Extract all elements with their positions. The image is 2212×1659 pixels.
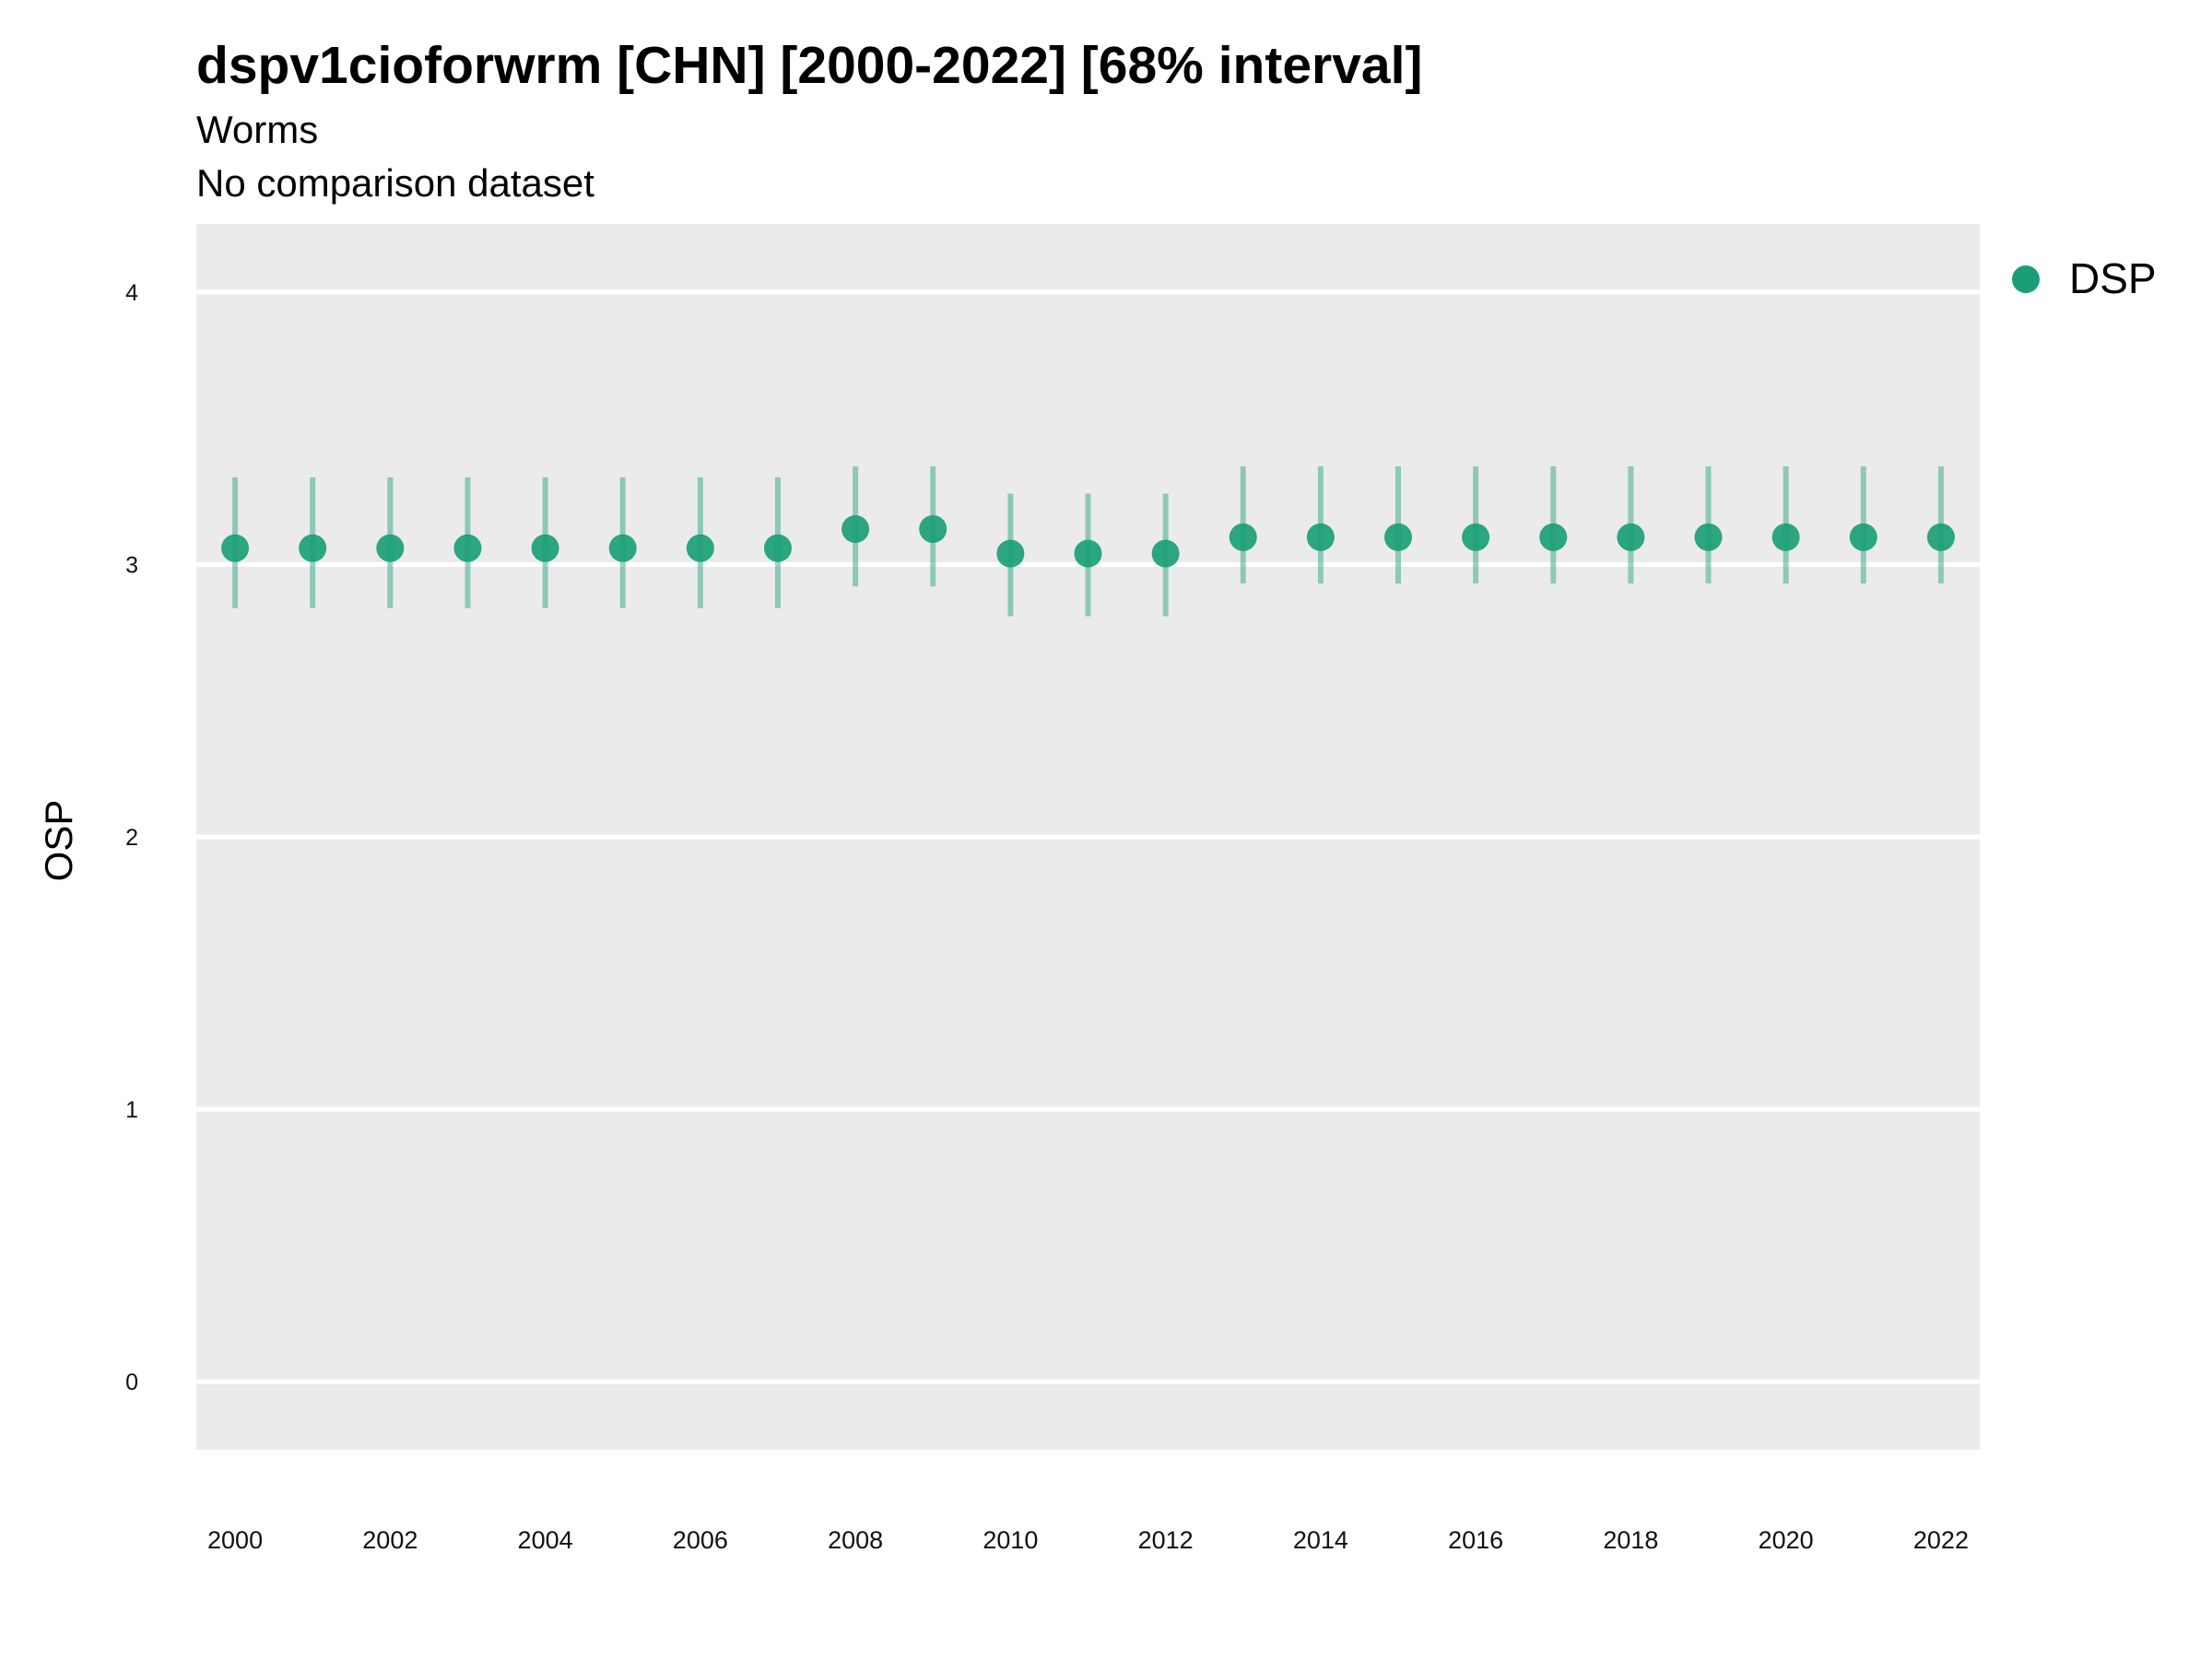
y-tick-label: 4 bbox=[125, 280, 138, 306]
x-tick-label: 2018 bbox=[1603, 1526, 1658, 1554]
data-point bbox=[919, 515, 947, 544]
y-axis-ticks: 0 1 2 3 4 bbox=[125, 280, 138, 1395]
data-point bbox=[1074, 539, 1102, 568]
x-tick-label: 2010 bbox=[982, 1526, 1038, 1554]
data-point bbox=[763, 534, 792, 562]
x-tick-label: 2002 bbox=[362, 1526, 418, 1554]
x-tick-label: 2022 bbox=[1913, 1526, 1969, 1554]
data-point bbox=[1539, 523, 1568, 551]
y-tick-label: 3 bbox=[125, 552, 138, 578]
chart-subtitle: Worms bbox=[196, 108, 318, 151]
legend-label-dsp: DSP bbox=[2069, 254, 2157, 302]
data-point bbox=[299, 534, 327, 562]
data-point bbox=[221, 534, 250, 562]
chart-subtitle-2: No comparison dataset bbox=[196, 161, 594, 205]
data-point bbox=[1306, 523, 1335, 551]
x-axis-ticks: 2000 2002 2004 2006 2008 2010 2012 2014 2016 2018… bbox=[207, 1526, 1969, 1554]
x-tick-label: 2006 bbox=[673, 1526, 728, 1554]
x-tick-label: 2012 bbox=[1138, 1526, 1194, 1554]
data-point bbox=[453, 534, 482, 562]
data-point bbox=[608, 534, 637, 562]
y-tick-label: 1 bbox=[125, 1098, 138, 1124]
y-tick-label: 0 bbox=[125, 1370, 138, 1395]
data-point bbox=[531, 534, 559, 562]
x-tick-label: 2014 bbox=[1293, 1526, 1348, 1554]
data-point bbox=[1151, 539, 1180, 568]
x-tick-label: 2000 bbox=[207, 1526, 263, 1554]
data-point bbox=[686, 534, 714, 562]
y-axis-label: OSP bbox=[37, 800, 80, 882]
x-tick-label: 2008 bbox=[828, 1526, 883, 1554]
legend: DSP bbox=[2012, 254, 2157, 302]
data-point bbox=[1617, 523, 1645, 551]
chart-title: dspv1cioforwrm [CHN] [2000-2022] [68% in… bbox=[196, 36, 1422, 95]
data-point bbox=[841, 515, 870, 544]
y-tick-label: 2 bbox=[125, 825, 138, 851]
data-point bbox=[1926, 523, 1955, 551]
data-point bbox=[376, 534, 405, 562]
data-point bbox=[1849, 523, 1877, 551]
data-point bbox=[1229, 523, 1257, 551]
legend-swatch-dsp bbox=[2012, 265, 2040, 293]
data-point bbox=[1384, 523, 1413, 551]
x-tick-label: 2004 bbox=[518, 1526, 573, 1554]
data-point bbox=[1694, 523, 1723, 551]
data-point bbox=[996, 539, 1025, 568]
data-point bbox=[1771, 523, 1800, 551]
data-point bbox=[1462, 523, 1490, 551]
x-tick-label: 2020 bbox=[1759, 1526, 1814, 1554]
x-tick-label: 2016 bbox=[1448, 1526, 1503, 1554]
data-points bbox=[221, 515, 1955, 568]
